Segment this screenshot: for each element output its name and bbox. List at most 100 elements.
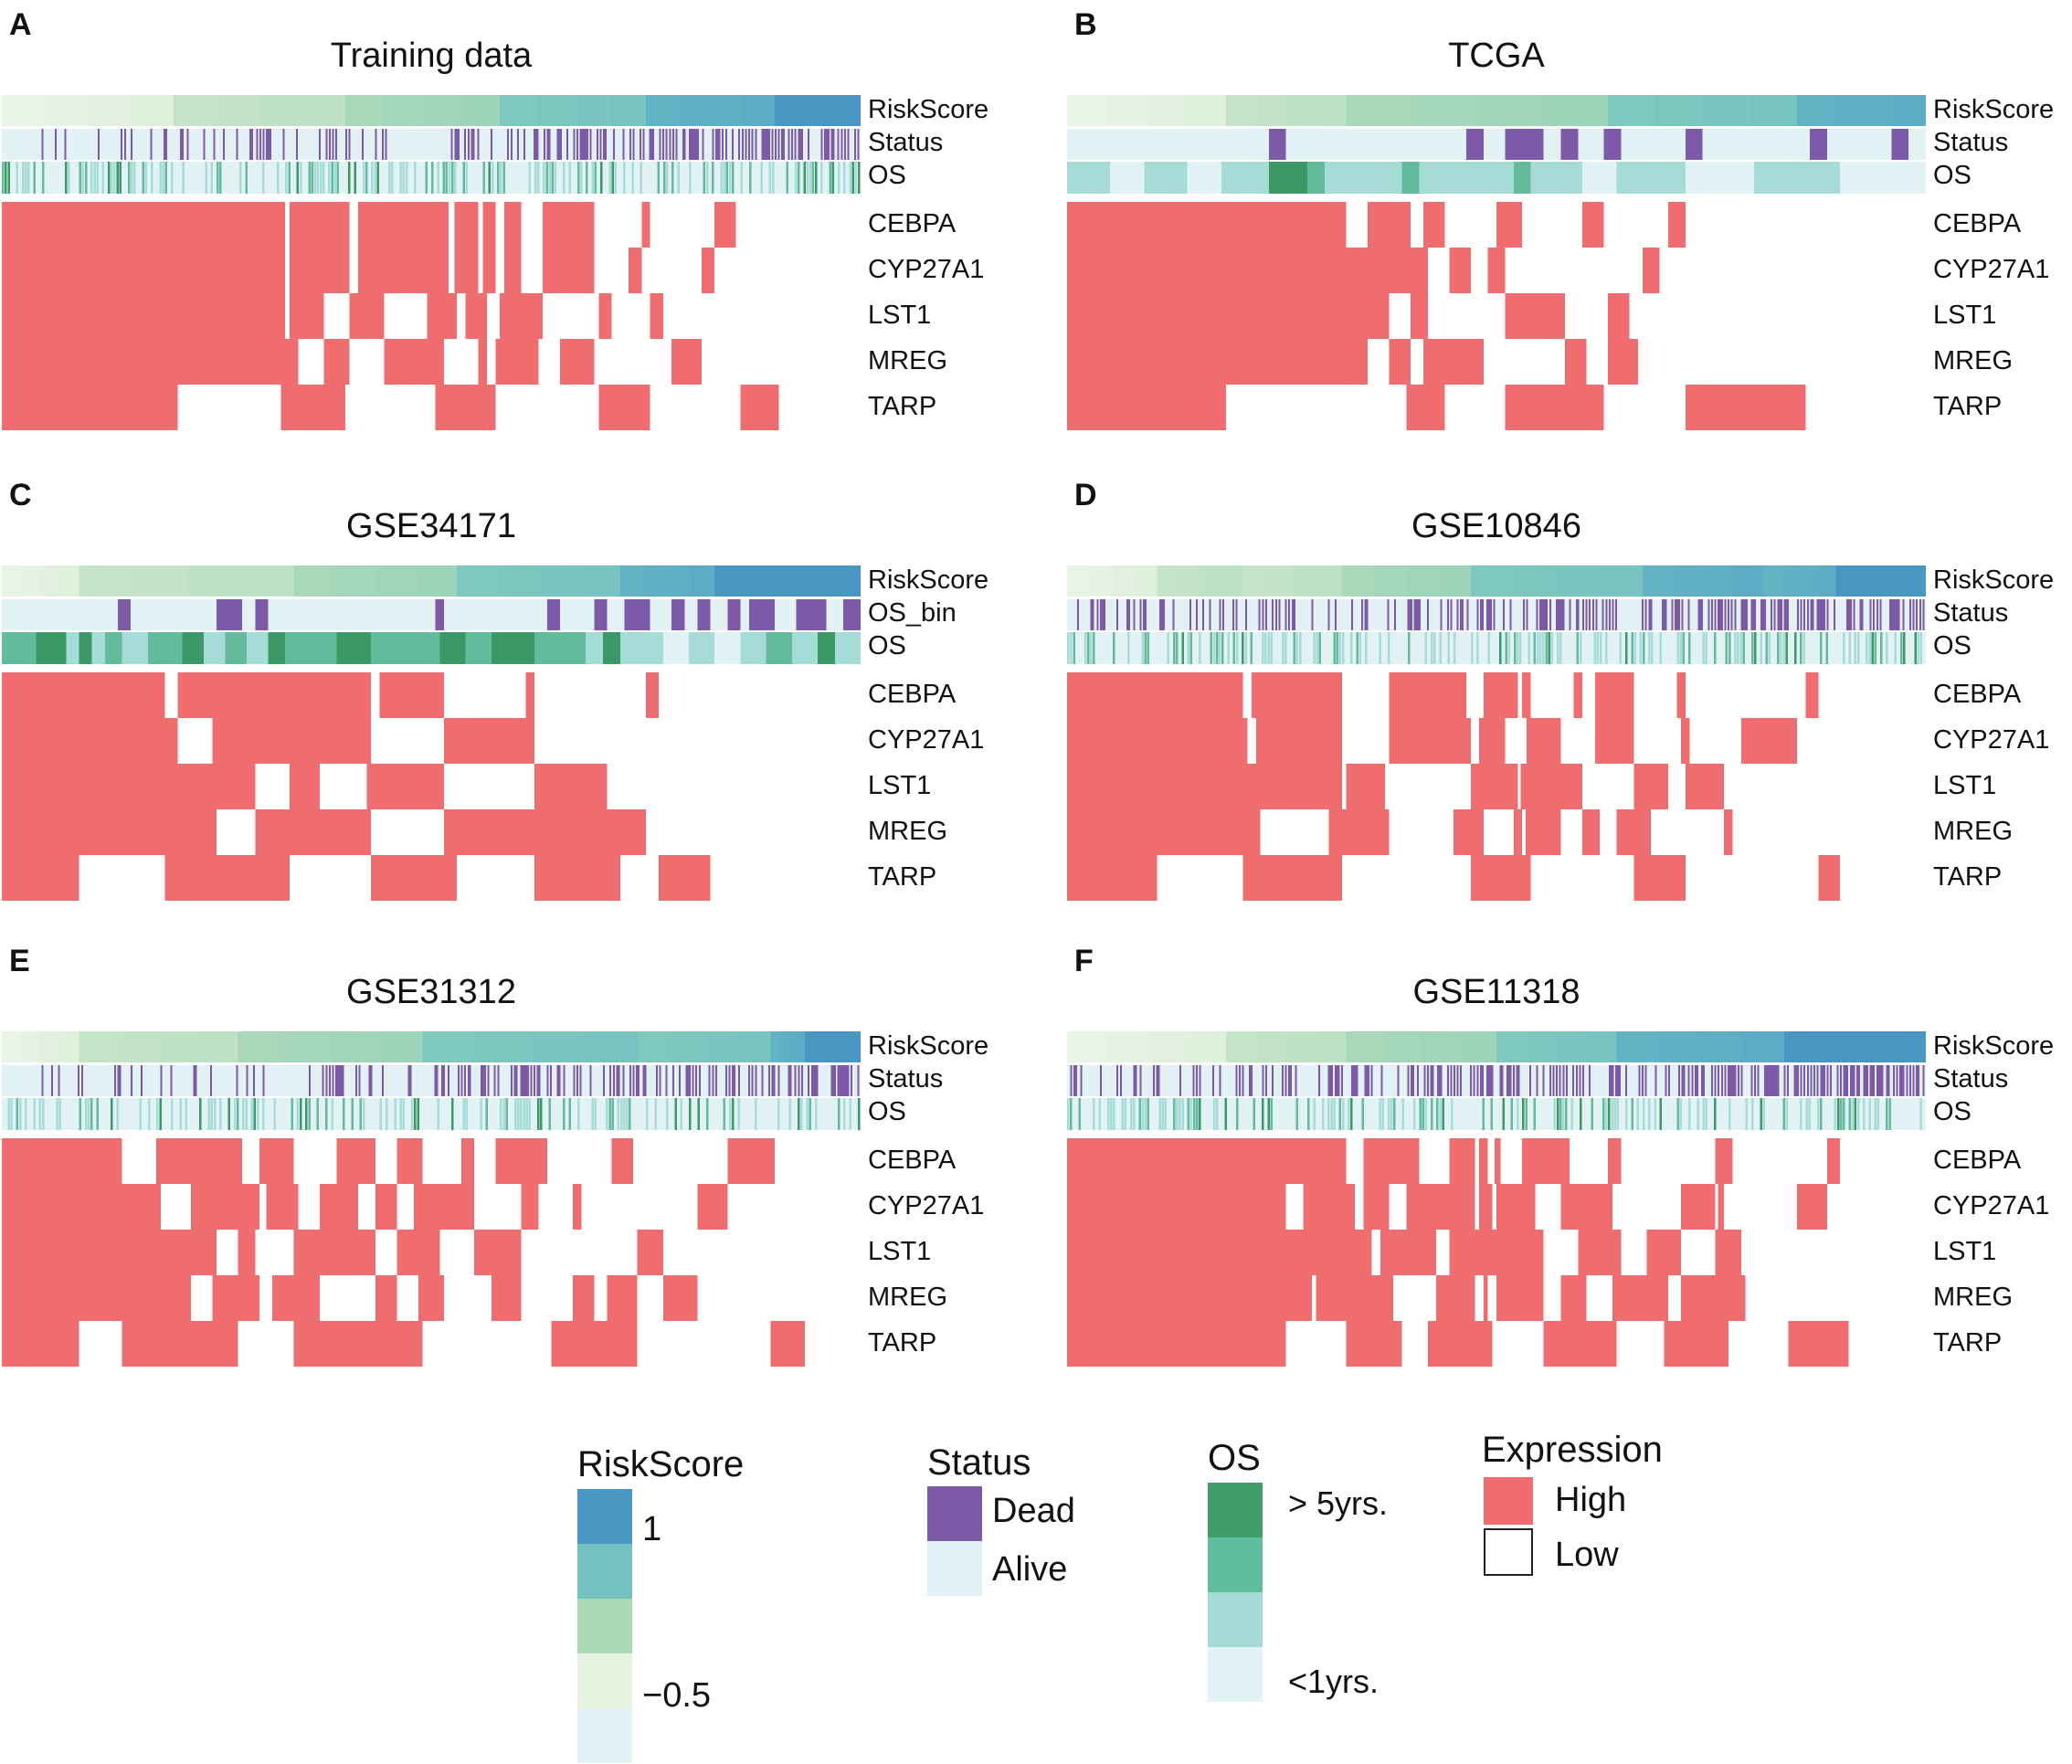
os-cell <box>502 1098 505 1130</box>
os-cell <box>414 162 417 194</box>
os-cell <box>1782 1098 1785 1130</box>
expression-cell-high <box>375 1184 397 1230</box>
status-cell-dead <box>1730 599 1733 630</box>
os-cell <box>374 162 376 194</box>
status-cell-dead <box>470 129 475 160</box>
os-cell <box>1576 632 1580 664</box>
status-cell-dead <box>1337 1065 1340 1096</box>
riskscore-cell <box>1542 95 1609 126</box>
expression-cell-high <box>384 339 445 385</box>
expression-cell-high <box>349 293 385 339</box>
os-cell <box>399 162 403 194</box>
expression-cell-high <box>662 1275 698 1321</box>
expression-cell-high <box>740 385 779 430</box>
status-cell-dead <box>375 129 377 160</box>
riskscore-cell <box>457 565 499 597</box>
status-cell-dead <box>1687 599 1690 630</box>
os-cell <box>714 632 741 664</box>
status-cell-dead <box>781 129 786 160</box>
expression-cell-high <box>1067 339 1368 385</box>
status-cell-dead <box>1133 1065 1137 1096</box>
os-cell <box>806 162 809 194</box>
os-cell <box>1381 1098 1385 1130</box>
riskscore-cell <box>643 565 668 597</box>
os-cell <box>7 1098 10 1130</box>
riskscore-cell <box>1285 1031 1317 1062</box>
os-cell <box>814 1098 818 1130</box>
status-cell-dead <box>1919 599 1921 630</box>
os-cell <box>273 1098 277 1130</box>
os-cell <box>16 162 19 194</box>
status-cell-dead <box>579 1065 582 1096</box>
status-cell-dead <box>732 129 734 160</box>
expression-cell-high <box>1676 672 1686 718</box>
status-cell-dead <box>714 1065 717 1096</box>
os-cell <box>1164 1098 1168 1130</box>
os-cell <box>1364 632 1368 664</box>
expression-cell-high <box>1496 202 1523 248</box>
os-cell <box>1596 632 1600 664</box>
status-cell-dead <box>636 1065 640 1096</box>
row-label-riskscore: RiskScore <box>868 565 989 595</box>
status-cell-dead <box>1536 599 1538 630</box>
status-cell-dead <box>1605 599 1608 630</box>
row-label-riskscore: RiskScore <box>868 1031 989 1061</box>
os-cell <box>545 162 548 194</box>
riskscore-cell <box>384 95 424 126</box>
status-cell-dead <box>1272 1065 1274 1096</box>
status-cell-dead <box>1268 129 1286 160</box>
os-cell <box>10 1098 13 1130</box>
status-cell-dead <box>1493 599 1496 630</box>
status-cell-dead <box>64 129 67 160</box>
os-cell <box>725 162 729 194</box>
os-cell <box>517 632 535 664</box>
row-label-gene: MREG <box>868 817 947 846</box>
status-cell-dead <box>751 1065 754 1096</box>
os-cell <box>1502 1098 1505 1130</box>
expression-cell-high <box>543 248 595 293</box>
heatmap <box>2 1031 861 1367</box>
expression-cell-high <box>454 248 479 293</box>
status-cell-dead <box>1450 599 1453 630</box>
os-cell <box>1851 1098 1855 1130</box>
riskscore-cell <box>1438 565 1472 597</box>
status-cell-dead <box>1701 1065 1706 1096</box>
status-cell-dead <box>808 1065 810 1096</box>
riskscore-cell <box>788 1031 797 1062</box>
status-cell-dead <box>1687 1065 1690 1096</box>
status-cell-dead <box>477 129 480 160</box>
os-cell <box>1820 632 1823 664</box>
os-cell <box>1422 1098 1425 1130</box>
legend-label-high: High <box>1555 1481 1627 1519</box>
os-cell <box>1141 1098 1144 1130</box>
os-cell <box>1284 632 1287 664</box>
row-label-gene: MREG <box>1933 817 2013 846</box>
status-cell-dead <box>1575 599 1580 630</box>
expression-cell-high <box>573 1184 582 1230</box>
status-cell-dead <box>1896 599 1900 630</box>
status-cell-dead <box>1317 1065 1320 1096</box>
os-cell <box>7 162 10 194</box>
os-cell <box>818 632 836 664</box>
expression-cell-high <box>272 1275 320 1321</box>
os-cell <box>528 162 532 194</box>
status-cell-dead <box>748 599 775 630</box>
os-cell <box>1840 162 1926 194</box>
expression-cell-high <box>671 339 703 385</box>
os-cell <box>1379 1098 1382 1130</box>
status-cell-dead <box>728 1065 731 1096</box>
os-cell <box>829 162 832 194</box>
os-cell <box>1866 632 1868 664</box>
os-cell <box>179 1098 182 1130</box>
status-cell-dead <box>748 1065 751 1096</box>
os-cell <box>1067 162 1111 194</box>
os-cell <box>1863 1098 1866 1130</box>
riskscore-cell <box>846 1031 861 1062</box>
os-cell <box>1843 1098 1845 1130</box>
os-cell <box>1093 1098 1095 1130</box>
status-cell-dead <box>1675 599 1679 630</box>
expression-cell-high <box>1406 1184 1475 1230</box>
os-cell <box>662 162 666 194</box>
os-cell <box>1307 162 1326 194</box>
status-swatch-dead <box>927 1486 982 1541</box>
